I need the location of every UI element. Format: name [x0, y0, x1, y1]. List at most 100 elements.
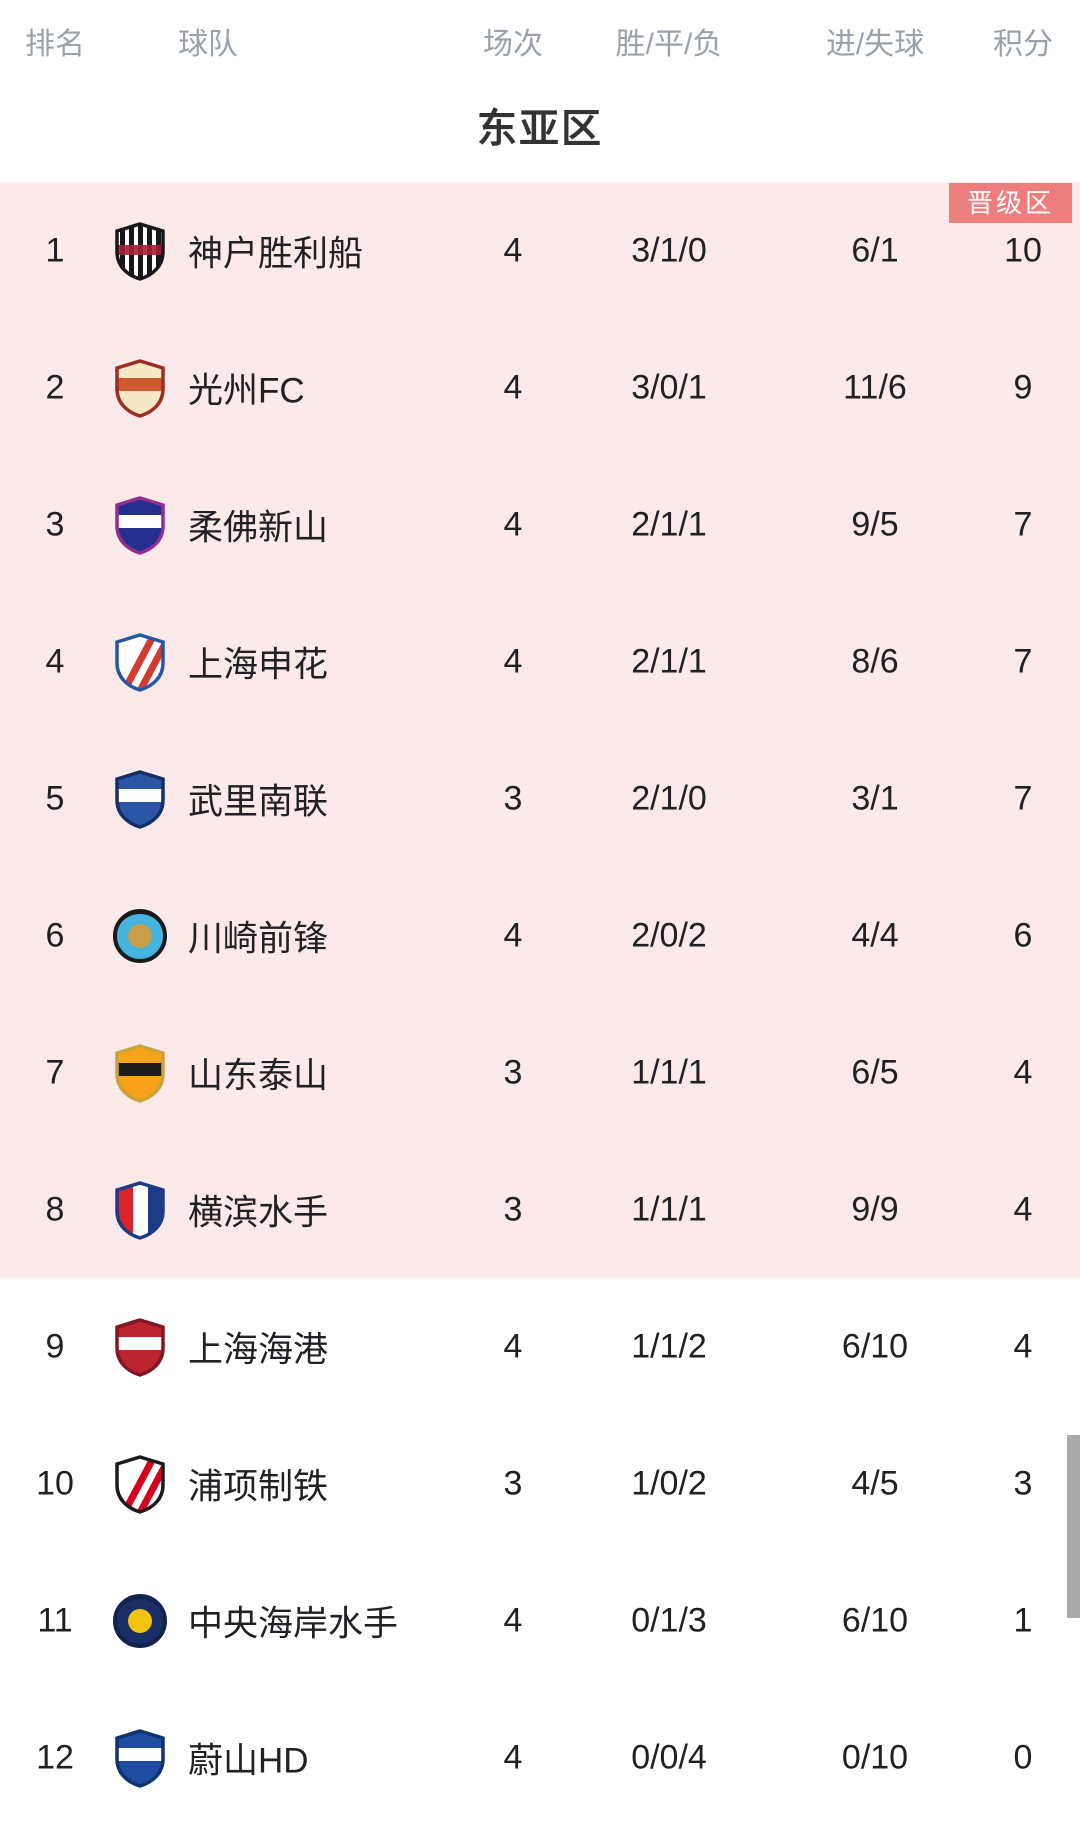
team-name-cell: 光州FC	[188, 371, 305, 410]
win-draw-loss-cell: 3/0/1	[631, 368, 707, 406]
goals-for-against-cell: 6/10	[841, 1601, 909, 1639]
kawasaki-frontale-crest	[112, 906, 168, 966]
team-row[interactable]: 9 上海海港 4 1/1/2 6/10 4	[0, 1278, 1080, 1415]
goals-for-against-cell: 6/5	[851, 1053, 899, 1091]
team-row[interactable]: 1 神户胜利船 4 3/1/0 6/1 10	[0, 182, 1080, 319]
yokohama-marinos-crest	[112, 1180, 168, 1240]
section-title: 东亚区	[477, 107, 603, 151]
rank-cell: 12	[36, 1738, 74, 1776]
shandong-taishan-crest	[112, 1043, 168, 1103]
matches-cell: 4	[503, 1738, 523, 1776]
team-name-cell: 上海申花	[188, 645, 329, 684]
team-row[interactable]: 11 中央海岸水手 4 0/1/3 6/10 1	[0, 1552, 1080, 1689]
team-name-cell: 横滨水手	[188, 1193, 329, 1232]
points-cell: 0	[1013, 1738, 1033, 1776]
points-cell: 9	[1013, 368, 1033, 406]
team-row[interactable]: 3 柔佛新山 4 2/1/1 9/5 7	[0, 456, 1080, 593]
matches-cell: 4	[503, 642, 523, 680]
column-header-matches: 场次	[483, 28, 543, 61]
team-row[interactable]: 12 蔚山HD 4 0/0/4 0/10 0	[0, 1689, 1080, 1826]
win-draw-loss-cell: 2/1/1	[631, 642, 707, 680]
johor-darul-tazim-crest	[112, 495, 168, 555]
team-name-cell: 蔚山HD	[188, 1741, 309, 1780]
matches-cell: 3	[503, 1190, 523, 1228]
rank-cell: 7	[45, 1053, 65, 1091]
team-row[interactable]: 6 川崎前锋 4 2/0/2 4/4 6	[0, 867, 1080, 1004]
win-draw-loss-cell: 1/0/2	[631, 1464, 707, 1502]
team-name-cell: 浦项制铁	[188, 1467, 329, 1506]
vissel-kobe-crest	[112, 221, 168, 281]
buriram-united-crest	[112, 769, 168, 829]
win-draw-loss-cell: 0/1/3	[631, 1601, 707, 1639]
rank-cell: 10	[36, 1464, 74, 1502]
team-name-cell: 上海海港	[188, 1330, 329, 1369]
gwangju-fc-crest	[112, 358, 168, 418]
matches-cell: 4	[503, 1327, 523, 1365]
goals-for-against-cell: 8/6	[851, 642, 899, 680]
matches-cell: 3	[503, 1053, 523, 1091]
win-draw-loss-cell: 1/1/2	[631, 1327, 707, 1365]
points-cell: 1	[1013, 1601, 1033, 1639]
matches-cell: 3	[503, 779, 523, 817]
rank-cell: 5	[45, 779, 65, 817]
points-cell: 3	[1013, 1464, 1033, 1502]
matches-cell: 4	[503, 231, 523, 269]
win-draw-loss-cell: 1/1/1	[631, 1190, 707, 1228]
goals-for-against-cell: 4/4	[851, 916, 899, 954]
points-cell: 7	[1013, 505, 1033, 543]
team-row[interactable]: 2 光州FC 4 3/0/1 11/6 9	[0, 319, 1080, 456]
column-header-points: 积分	[993, 28, 1053, 61]
rank-cell: 4	[45, 642, 65, 680]
qualification-zone-badge: 晋级区	[949, 183, 1072, 223]
rank-cell: 3	[45, 505, 65, 543]
team-name-cell: 中央海岸水手	[188, 1604, 399, 1643]
matches-cell: 4	[503, 505, 523, 543]
qualification-zone: 晋级区 1 神户胜利船 4 3/1/0 6/1 10 2 光州FC 4 3/0/…	[0, 182, 1080, 1278]
column-header-goals-for-against: 进/失球	[825, 28, 925, 61]
column-header-win-draw-loss: 胜/平/负	[615, 28, 723, 61]
win-draw-loss-cell: 1/1/1	[631, 1053, 707, 1091]
win-draw-loss-cell: 2/0/2	[631, 916, 707, 954]
goals-for-against-cell: 3/1	[851, 779, 899, 817]
goals-for-against-cell: 6/10	[841, 1327, 909, 1365]
team-name-cell: 武里南联	[188, 782, 329, 821]
team-row[interactable]: 5 武里南联 3 2/1/0 3/1 7	[0, 730, 1080, 867]
matches-cell: 3	[503, 1464, 523, 1502]
win-draw-loss-cell: 2/1/0	[631, 779, 707, 817]
matches-cell: 4	[503, 1601, 523, 1639]
win-draw-loss-cell: 3/1/0	[631, 231, 707, 269]
team-row[interactable]: 10 浦项制铁 3 1/0/2 4/5 3	[0, 1415, 1080, 1552]
goals-for-against-cell: 9/9	[851, 1190, 899, 1228]
team-name-cell: 柔佛新山	[188, 508, 329, 547]
points-cell: 7	[1013, 642, 1033, 680]
win-draw-loss-cell: 0/0/4	[631, 1738, 707, 1776]
column-header-team: 球队	[178, 28, 238, 61]
points-cell: 4	[1013, 1053, 1033, 1091]
team-name-cell: 川崎前锋	[188, 919, 329, 958]
pohang-steelers-crest	[112, 1454, 168, 1514]
goals-for-against-cell: 9/5	[851, 505, 899, 543]
matches-cell: 4	[503, 368, 523, 406]
shanghai-shenhua-crest	[112, 632, 168, 692]
rank-cell: 1	[45, 231, 65, 269]
goals-for-against-cell: 4/5	[851, 1464, 899, 1502]
scrollbar-thumb[interactable]	[1067, 1435, 1080, 1618]
team-name-cell: 神户胜利船	[188, 234, 364, 273]
points-cell: 7	[1013, 779, 1033, 817]
rank-cell: 6	[45, 916, 65, 954]
goals-for-against-cell: 11/6	[843, 368, 907, 406]
matches-cell: 4	[503, 916, 523, 954]
goals-for-against-cell: 6/1	[851, 231, 899, 269]
rank-cell: 9	[45, 1327, 65, 1365]
rank-cell: 2	[45, 368, 65, 406]
team-row[interactable]: 4 上海申花 4 2/1/1 8/6 7	[0, 593, 1080, 730]
win-draw-loss-cell: 2/1/1	[631, 505, 707, 543]
shanghai-port-crest	[112, 1317, 168, 1377]
points-cell: 4	[1013, 1327, 1033, 1365]
rank-cell: 8	[45, 1190, 65, 1228]
points-cell: 10	[1004, 231, 1042, 269]
team-name-cell: 山东泰山	[188, 1056, 329, 1095]
team-row[interactable]: 7 山东泰山 3 1/1/1 6/5 4	[0, 1004, 1080, 1141]
team-row[interactable]: 8 横滨水手 3 1/1/1 9/9 4	[0, 1141, 1080, 1278]
